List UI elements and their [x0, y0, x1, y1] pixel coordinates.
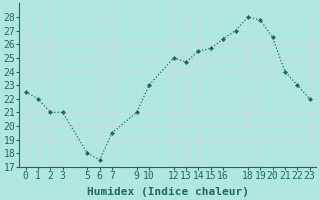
- X-axis label: Humidex (Indice chaleur): Humidex (Indice chaleur): [87, 186, 249, 197]
